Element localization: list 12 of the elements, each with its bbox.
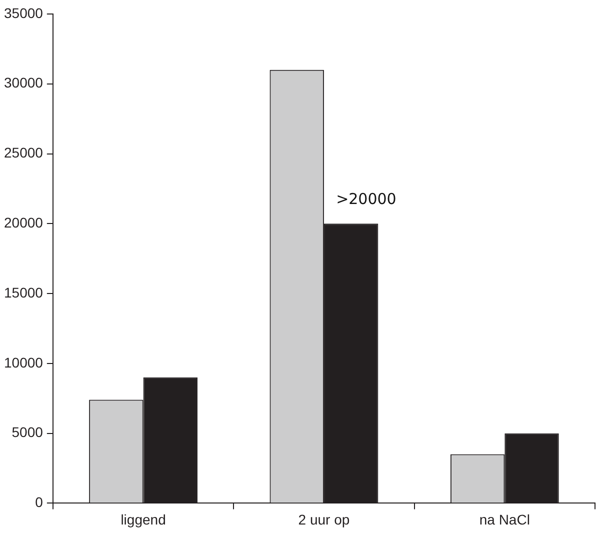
x-tick-label: 2 uur op <box>298 511 350 528</box>
y-tick-label: 20000 <box>4 214 44 231</box>
annotation: >20000 <box>336 190 396 208</box>
y-tick-label: 30000 <box>4 74 44 91</box>
y-tick-label: 35000 <box>4 4 44 21</box>
y-tick-label: 25000 <box>4 144 44 161</box>
y-tick-label: 0 <box>35 494 44 510</box>
y-tick-label: 10000 <box>4 354 44 370</box>
x-tick-label: na NaCl <box>479 511 530 528</box>
y-tick-label: 5000 <box>12 424 44 440</box>
y-tick-label: 15000 <box>4 284 44 300</box>
x-tick-label: liggend <box>120 511 166 528</box>
